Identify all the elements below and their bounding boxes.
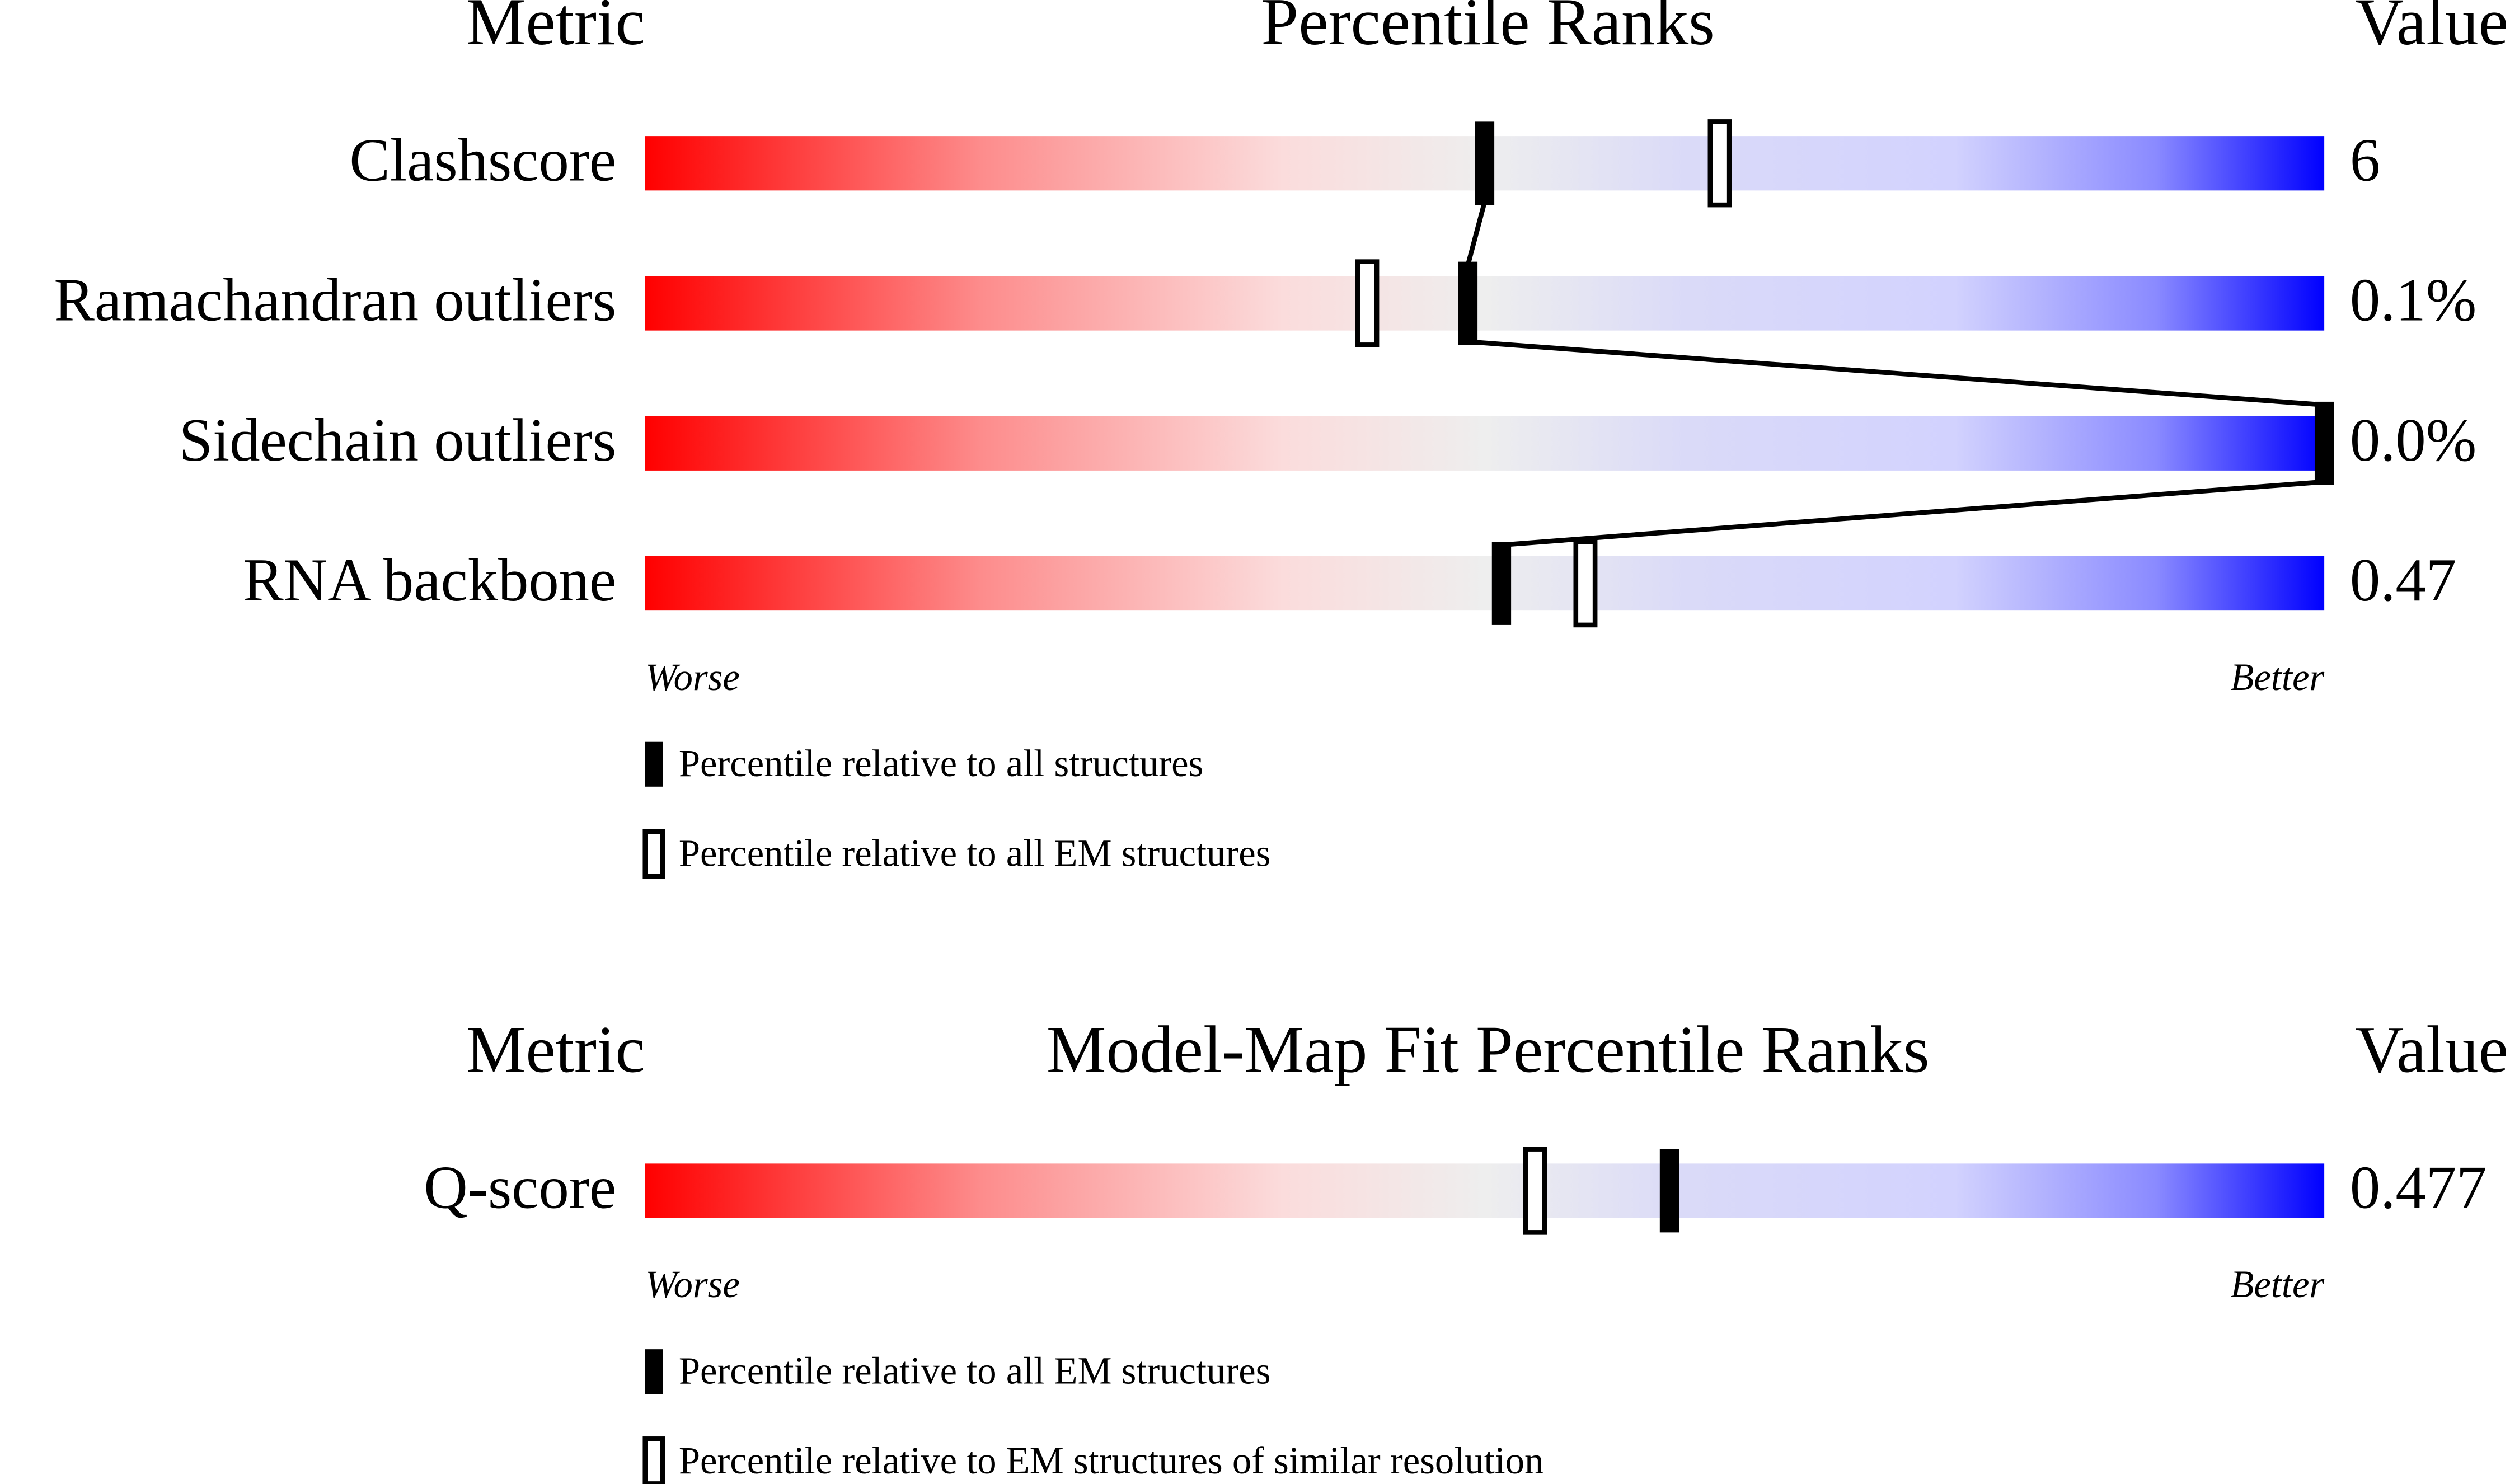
metric-value: 0.47 (2350, 546, 2456, 614)
better-label: Better (2230, 1263, 2324, 1305)
worse-label: Worse (645, 656, 740, 698)
metric-label: Q-score (424, 1154, 616, 1222)
connector (1501, 479, 2325, 548)
header-title: Percentile Ranks (1261, 0, 1715, 59)
header-metric: Metric (466, 0, 645, 59)
marker-filled (1659, 1149, 1679, 1233)
header-value: Value (2356, 1012, 2508, 1086)
legend-label: Percentile relative to all EM structures (679, 1350, 1271, 1392)
connector (1467, 339, 2325, 407)
worse-label: Worse (645, 1263, 740, 1305)
metric-label: Ramachandran outliers (54, 266, 616, 334)
legend-label: Percentile relative to EM structures of … (679, 1439, 1544, 1482)
slider-bar (645, 1163, 2325, 1218)
header-value: Value (2356, 0, 2508, 59)
slider-bar (645, 556, 2325, 611)
legend-swatch (642, 1436, 665, 1484)
legend-swatch (642, 829, 665, 879)
connector (1465, 201, 1488, 266)
metric-value: 6 (2350, 126, 2380, 194)
metric-value: 0.0% (2350, 406, 2476, 474)
marker-filled (2314, 401, 2334, 485)
marker-filled (1491, 542, 1512, 625)
marker-filled (1458, 261, 1478, 345)
header-title: Model-Map Fit Percentile Ranks (1047, 1012, 1930, 1086)
metric-label: Sidechain outliers (179, 406, 617, 474)
metric-label: RNA backbone (243, 546, 616, 614)
slider-bar (645, 416, 2325, 471)
legend-label: Percentile relative to all structures (679, 742, 1204, 785)
marker-filled (1475, 121, 1495, 205)
slider-bar (645, 276, 2325, 331)
metric-label: Clashscore (349, 126, 616, 194)
marker-open (1523, 1147, 1547, 1235)
metric-value: 0.1% (2350, 266, 2476, 334)
marker-open (1573, 539, 1598, 628)
better-label: Better (2230, 656, 2324, 698)
metric-value: 0.477 (2350, 1154, 2487, 1222)
legend-label: Percentile relative to all EM structures (679, 832, 1271, 874)
legend-swatch (645, 741, 663, 787)
marker-open (1355, 259, 1380, 347)
legend-swatch (645, 1349, 663, 1394)
header-metric: Metric (466, 1012, 645, 1086)
marker-open (1707, 119, 1732, 208)
